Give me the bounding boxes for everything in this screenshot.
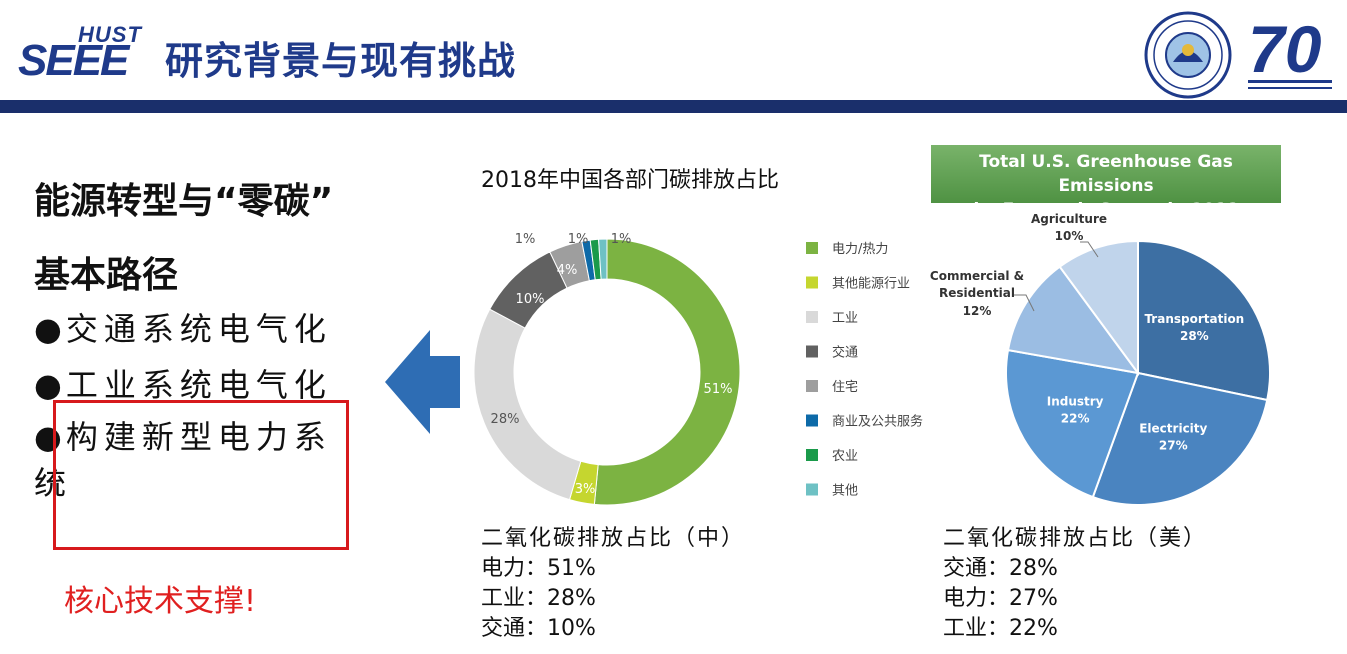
us-pie-slice xyxy=(1091,371,1269,506)
us-pie-slice xyxy=(1137,239,1271,402)
us-outside-label-name: Residential xyxy=(939,286,1015,300)
cn-legend-swatch xyxy=(806,276,818,289)
section-heading-line2: 基本路径 xyxy=(34,255,179,296)
cn-summary-line: 交通：10% xyxy=(481,616,596,641)
cn-chart-title: 2018年中国各部门碳排放占比 xyxy=(481,168,779,193)
us-slice-value: 28% xyxy=(1180,329,1209,343)
us-slice-name: Electricity xyxy=(1139,421,1207,435)
cn-legend-label: 电力/热力 xyxy=(832,242,888,257)
us-outside-label-value: 12% xyxy=(963,304,992,318)
cn-legend-swatch xyxy=(806,345,818,358)
cn-slice-label: 28% xyxy=(491,412,520,427)
cn-legend-label: 其他能源行业 xyxy=(832,277,910,292)
cn-legend-label: 商业及公共服务 xyxy=(832,414,923,430)
us-summary-line: 电力：27% xyxy=(943,586,1058,611)
us-slice-name: Transportation xyxy=(1144,312,1244,326)
cn-slice-label: 3% xyxy=(575,482,596,497)
cn-slice-label: 1% xyxy=(568,232,589,247)
cn-donut-chart: 51% 3% 28% 10% 4% 1% 1% 1% 电力/热力其他能源行业工业交通住宅商业及公… xyxy=(473,232,923,506)
us-leader-line xyxy=(1014,294,1035,312)
us-leader-line xyxy=(1080,241,1099,258)
slide-title: 研究背景与现有挑战 xyxy=(165,39,517,83)
cn-legend-label: 住宅 xyxy=(832,380,858,395)
support-note: 核心技术支撑! xyxy=(64,584,257,619)
bullet-text: 构建新型电力系统 xyxy=(34,418,332,502)
cn-summary-line: 电力：51% xyxy=(481,556,596,581)
university-seal-icon xyxy=(1144,11,1232,99)
us-slice-value: 27% xyxy=(1159,438,1188,452)
left-arrow-icon xyxy=(385,330,460,434)
bullet-text: 交通系统电气化 xyxy=(65,310,332,348)
bullet-item: ● 工业系统电气化 xyxy=(34,360,332,406)
cn-summary-title: 二氧化碳排放占比（中） xyxy=(481,526,746,551)
section-heading-line1: 能源转型与“零碳” xyxy=(34,181,334,222)
us-summary-title: 二氧化碳排放占比（美） xyxy=(943,526,1208,551)
us-outside-label-name: Commercial & xyxy=(930,269,1024,283)
cn-legend-swatch xyxy=(806,311,818,323)
cn-legend-label: 其他 xyxy=(832,484,858,499)
svg-text:70: 70 xyxy=(1248,12,1322,86)
cn-legend-label: 工业 xyxy=(832,311,858,326)
us-outside-label-value: 10% xyxy=(1055,229,1084,243)
cn-donut-slice xyxy=(473,308,582,501)
us-pie-slice xyxy=(1058,239,1139,377)
bullet-dot-icon: ● xyxy=(34,366,62,404)
us-outside-label-name: Agriculture xyxy=(1031,212,1107,226)
cn-slice-label: 1% xyxy=(515,232,536,247)
cn-legend-swatch xyxy=(806,242,818,254)
cn-legend-swatch xyxy=(806,483,818,496)
cn-legend-swatch xyxy=(806,449,818,461)
us-summary-line: 工业：22% xyxy=(943,616,1058,641)
bullet-item: ● 交通系统电气化 xyxy=(34,304,332,350)
us-pie-slice xyxy=(1006,265,1141,375)
us-pie-chart: Transportation 28% Electricity 27% Industry 2… xyxy=(930,212,1271,506)
cn-summary-line: 工业：28% xyxy=(481,586,596,611)
cn-legend-label: 交通 xyxy=(832,345,858,361)
cn-slice-label: 10% xyxy=(516,292,545,307)
cn-legend-swatch xyxy=(806,380,818,392)
header-divider-bar xyxy=(0,100,1347,113)
cn-donut-slice xyxy=(593,238,741,506)
anniversary-number: 70 xyxy=(1248,12,1322,86)
cn-slice-label: 51% xyxy=(704,382,733,397)
bullet-text: 工业系统电气化 xyxy=(65,366,332,404)
us-chart-title-line2: by Economic Sector in 2018 xyxy=(973,200,1239,220)
us-slice-name: Industry xyxy=(1047,394,1104,408)
bullet-dot-icon: ● xyxy=(34,418,62,456)
logo-seee-text: SEEE xyxy=(18,36,129,85)
us-summary-line: 交通：28% xyxy=(943,556,1058,581)
logo-hust-text: HUST xyxy=(78,22,142,47)
cn-donut-slice xyxy=(598,238,608,280)
us-slice-value: 22% xyxy=(1061,411,1090,425)
bullet-item: ● 构建新型电力系统 xyxy=(34,414,364,506)
hust-seee-logo: HUST SEEE xyxy=(18,22,158,85)
us-pie-slice xyxy=(1005,348,1140,499)
cn-slice-label: 1% xyxy=(611,232,632,247)
anniversary-logo: 70 xyxy=(1244,8,1336,98)
cn-slice-label: 4% xyxy=(557,263,578,278)
highlight-box xyxy=(53,400,349,550)
us-chart-title: Total U.S. Greenhouse Gas Emissions by E… xyxy=(931,145,1281,220)
us-chart-title-line1: Total U.S. Greenhouse Gas Emissions xyxy=(979,152,1233,196)
bullet-dot-icon: ● xyxy=(34,310,62,348)
cn-legend-swatch xyxy=(806,414,818,427)
anniversary-70-icon: 70 xyxy=(1248,12,1332,89)
cn-legend-label: 农业 xyxy=(832,449,858,464)
